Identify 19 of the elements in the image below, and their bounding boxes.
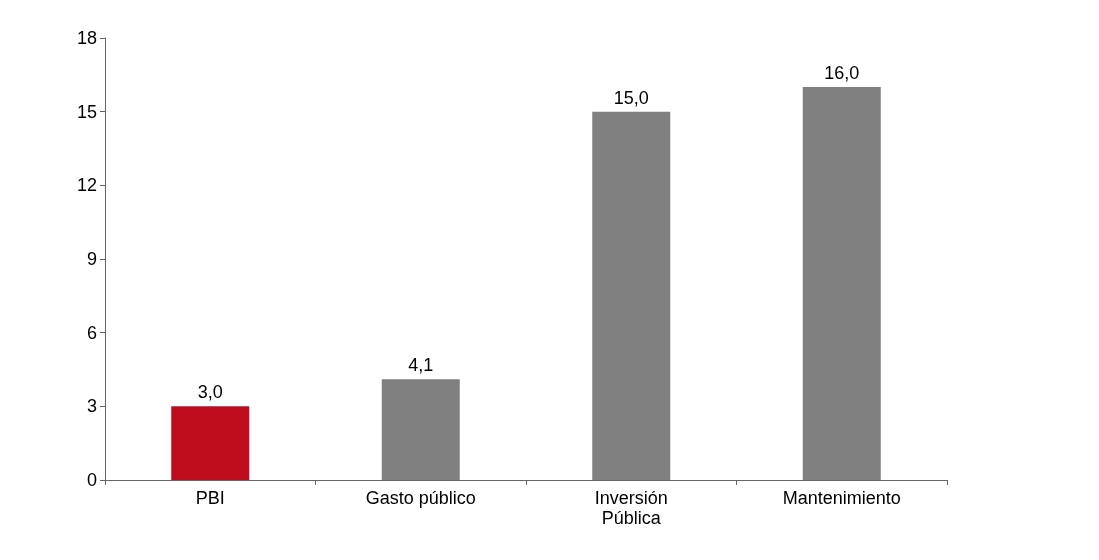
y-tick-label: 12 bbox=[76, 175, 97, 196]
x-tick-label: Gasto público bbox=[365, 488, 476, 508]
bar bbox=[802, 87, 881, 480]
x-tick-label: PBI bbox=[195, 488, 225, 508]
bar bbox=[171, 406, 250, 480]
x-tick-label: Mantenimiento bbox=[782, 488, 901, 508]
data-label: 4,1 bbox=[408, 355, 434, 376]
bar bbox=[592, 111, 671, 480]
data-label: 15,0 bbox=[613, 87, 649, 108]
y-tick-label: 9 bbox=[86, 249, 97, 269]
data-label: 3,0 bbox=[197, 382, 223, 403]
y-tick-label: 0 bbox=[86, 470, 97, 490]
y-tick-label: 6 bbox=[86, 322, 97, 343]
x-tick-label: Inversión Pública bbox=[594, 488, 668, 528]
data-label: 16,0 bbox=[824, 63, 860, 84]
y-tick-label: 18 bbox=[76, 28, 97, 48]
y-tick-label: 3 bbox=[86, 396, 97, 417]
bar bbox=[381, 379, 460, 480]
y-tick-label: 15 bbox=[76, 101, 97, 122]
